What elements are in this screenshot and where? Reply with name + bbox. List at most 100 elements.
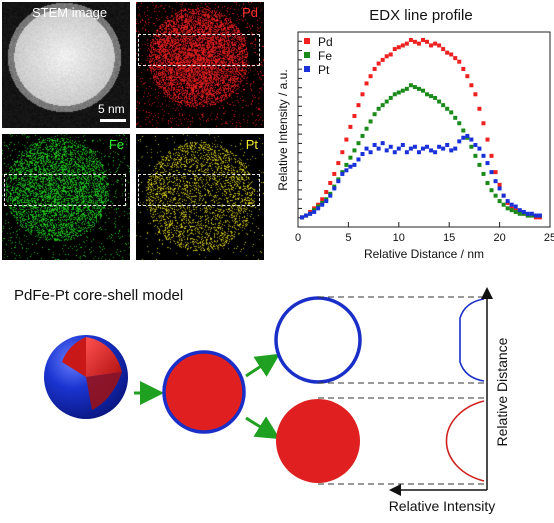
edx-line-profile-chart: EDX line profile 0 5 10 15 20 25 Relative Dis… — [276, 7, 554, 260]
data-point-pt — [344, 168, 349, 173]
data-point-fe — [425, 92, 430, 97]
chart-title: EDX line profile — [369, 7, 472, 24]
data-point-fe — [477, 162, 482, 167]
data-point-pt — [408, 146, 413, 151]
data-point-fe — [457, 121, 462, 126]
x-axis: 0 5 10 15 20 25 — [295, 222, 554, 244]
intensity-axis-label: Relative Intensity — [389, 498, 496, 514]
x-tick-label: 20 — [493, 232, 505, 244]
data-point-pd — [332, 171, 337, 176]
data-point-pt — [360, 152, 365, 157]
data-point-fe — [505, 206, 510, 211]
data-point-pd — [477, 106, 482, 111]
data-point-fe — [348, 155, 353, 160]
pt-map — [136, 134, 264, 260]
data-point-pt — [336, 179, 341, 184]
core-shell-sphere — [44, 335, 128, 419]
data-point-pt — [525, 211, 530, 216]
pd-map-panel: Pd — [136, 2, 264, 128]
data-point-pd — [328, 180, 333, 185]
data-point-pt — [537, 213, 542, 218]
line-scan-region — [4, 174, 126, 206]
data-point-pd — [352, 114, 357, 119]
data-point-pt — [380, 141, 385, 146]
data-point-pt — [396, 146, 401, 151]
distance-axis-label: Relative Distance — [494, 337, 510, 446]
data-point-pt — [469, 137, 474, 142]
legend-marker — [304, 52, 310, 58]
data-point-pt — [368, 150, 373, 155]
data-point-pd — [376, 61, 381, 66]
data-point-fe — [433, 95, 438, 100]
data-points — [300, 38, 542, 220]
data-point-fe — [352, 148, 357, 153]
x-tick-label: 25 — [544, 232, 554, 244]
data-point-fe — [489, 188, 494, 193]
data-point-pt — [308, 211, 313, 216]
data-point-pt — [521, 209, 526, 214]
data-point-pd — [396, 45, 401, 50]
data-point-pd — [340, 150, 345, 155]
data-point-pd — [433, 41, 438, 46]
data-point-fe — [449, 110, 454, 115]
data-point-pt — [457, 139, 462, 144]
data-point-pt — [384, 148, 389, 153]
data-point-fe — [368, 119, 373, 124]
data-point-pd — [461, 66, 466, 71]
data-point-fe — [412, 85, 417, 90]
data-point-pd — [469, 83, 474, 88]
data-point-pt — [481, 153, 486, 158]
data-point-fe — [473, 153, 478, 158]
data-point-pd — [368, 74, 373, 79]
data-point-fe — [501, 202, 506, 207]
data-point-pd — [404, 41, 409, 46]
data-point-pd — [384, 54, 389, 59]
data-point-pd — [348, 124, 353, 129]
data-point-pd — [372, 66, 377, 71]
data-point-fe — [485, 180, 490, 185]
data-point-fe — [384, 99, 389, 104]
pdfe-core-disk — [276, 399, 360, 483]
data-point-pt — [477, 146, 482, 151]
data-point-fe — [441, 103, 446, 108]
data-point-pt — [352, 162, 357, 167]
data-point-pt — [364, 146, 369, 151]
data-point-pd — [485, 137, 490, 142]
data-point-pt — [324, 199, 329, 204]
legend-label: Pt — [318, 63, 330, 77]
core-intensity-profile — [445, 400, 485, 482]
data-point-pt — [433, 150, 438, 155]
data-point-pt — [404, 150, 409, 155]
fe-map — [2, 134, 130, 260]
data-point-pd — [388, 52, 393, 57]
fe-map-panel: Fe — [2, 134, 130, 260]
data-point-fe — [420, 88, 425, 93]
data-point-fe — [380, 103, 385, 108]
data-point-pt — [533, 213, 538, 218]
data-point-pd — [481, 121, 486, 126]
data-point-fe — [364, 126, 369, 131]
data-point-fe — [360, 133, 365, 138]
data-point-pt — [328, 193, 333, 198]
data-point-fe — [388, 95, 393, 100]
x-tick-label: 15 — [443, 232, 455, 244]
data-point-pd — [360, 92, 365, 97]
data-point-pd — [320, 197, 325, 202]
data-point-fe — [513, 209, 518, 214]
data-point-pd — [441, 47, 446, 52]
data-point-pd — [473, 92, 478, 97]
data-point-pt — [517, 208, 522, 213]
data-point-pd — [392, 47, 397, 52]
data-point-pt — [465, 133, 470, 138]
stem-image-label: STEM image — [32, 5, 108, 20]
x-tick-label: 5 — [345, 232, 351, 244]
data-point-pd — [493, 170, 498, 175]
data-point-pt — [376, 146, 381, 151]
fe-map-label: Fe — [108, 137, 124, 152]
data-point-pt — [429, 148, 434, 153]
data-point-pd — [344, 137, 349, 142]
data-point-pt — [392, 150, 397, 155]
data-point-pd — [336, 161, 341, 166]
